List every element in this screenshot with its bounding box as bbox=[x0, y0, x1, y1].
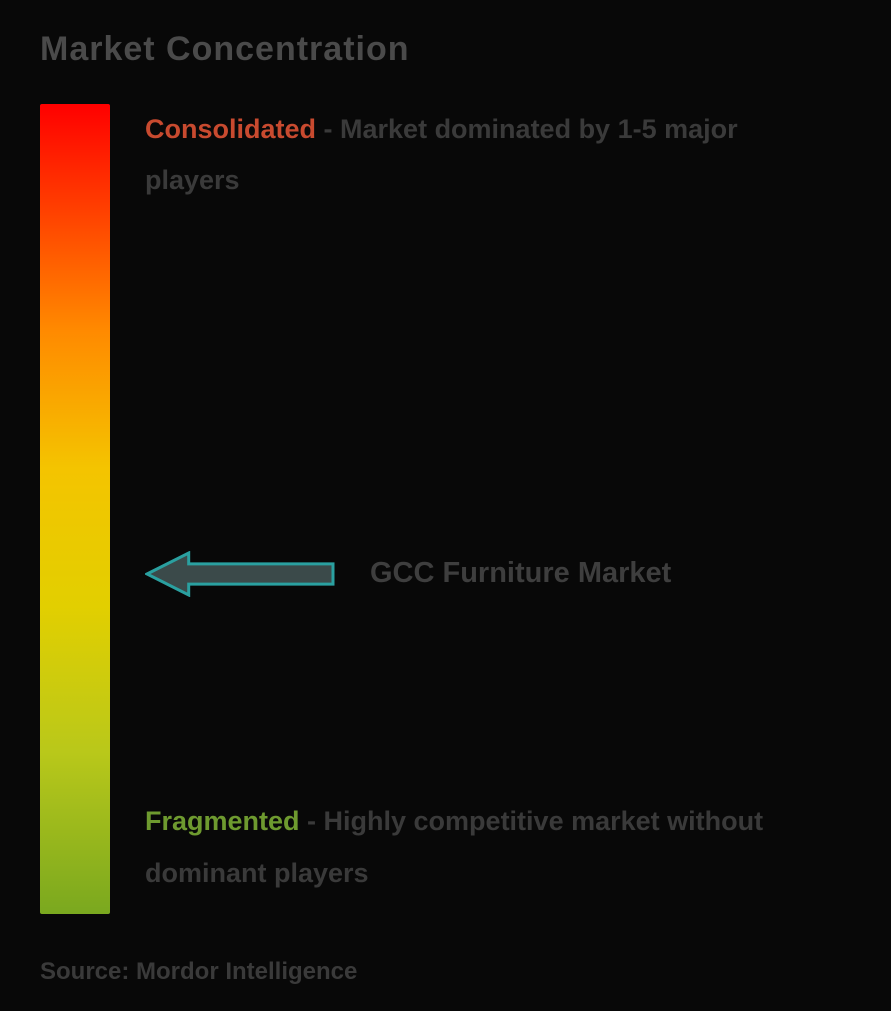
fragmented-label-text: Fragmented - Highly competitive market w… bbox=[145, 796, 831, 899]
consolidated-label-block: Consolidated - Market dominated by 1-5 m… bbox=[145, 104, 831, 207]
market-position-marker: GCC Furniture Market bbox=[145, 551, 671, 597]
fragmented-label-block: Fragmented - Highly competitive market w… bbox=[145, 796, 831, 899]
chart-main-area: Consolidated - Market dominated by 1-5 m… bbox=[40, 104, 851, 914]
market-name-label: GCC Furniture Market bbox=[370, 557, 671, 590]
consolidated-label-text: Consolidated - Market dominated by 1-5 m… bbox=[145, 104, 831, 207]
arrow-left-icon bbox=[145, 551, 335, 597]
concentration-gradient-bar bbox=[40, 104, 110, 914]
source-attribution: Source: Mordor Intelligence bbox=[40, 958, 357, 986]
consolidated-keyword: Consolidated bbox=[145, 114, 316, 144]
chart-title: Market Concentration bbox=[40, 30, 851, 69]
fragmented-keyword: Fragmented bbox=[145, 806, 300, 836]
chart-content-column: Consolidated - Market dominated by 1-5 m… bbox=[145, 104, 851, 914]
